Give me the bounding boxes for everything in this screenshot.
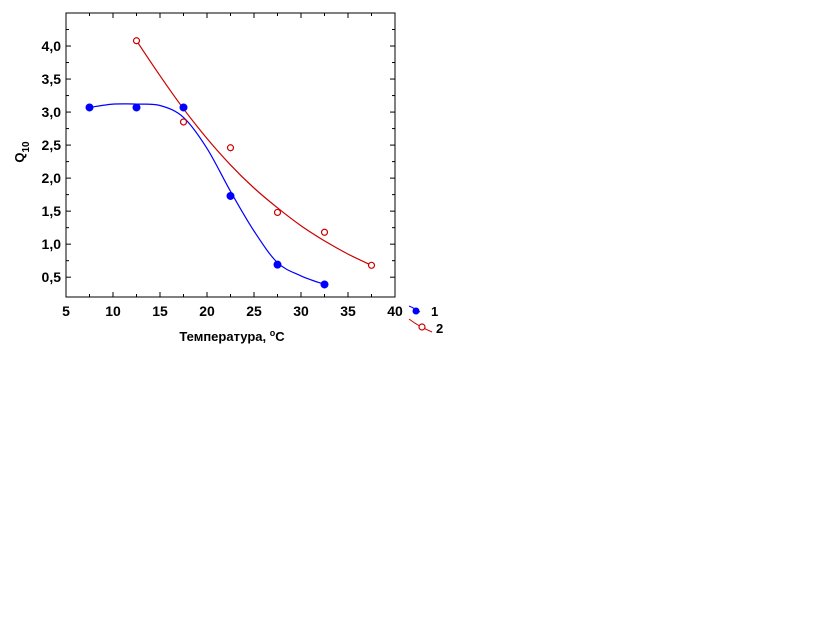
data-point-series-1: [132, 103, 141, 112]
data-points: [85, 37, 376, 289]
fit-curve-2: [135, 40, 372, 266]
x-tick-label: 10: [105, 303, 121, 319]
data-point-series-1: [85, 103, 94, 112]
data-point-series-2: [226, 144, 235, 152]
data-point-series-2: [273, 208, 282, 217]
y-tick-label: 4,0: [42, 38, 62, 54]
x-tick-label: 5: [62, 303, 70, 319]
y-tick-label: 1,0: [42, 236, 62, 252]
y-tick-label: 3,0: [42, 104, 62, 120]
y-tick-label: 3,5: [42, 71, 62, 87]
legend-label-2: 2: [436, 321, 443, 336]
x-tick-label: 35: [340, 303, 356, 319]
data-point-series-1: [179, 103, 188, 112]
x-tick-label: 30: [293, 303, 309, 319]
y-axis-title: Q10: [12, 141, 32, 163]
x-tick-label: 25: [246, 303, 262, 319]
x-tick-label: 40: [387, 303, 403, 319]
y-tick-label: 1,5: [42, 203, 62, 219]
fit-curve-1: [89, 103, 325, 286]
y-tick-label: 2,5: [42, 137, 62, 153]
y-axis-title-subscript: 10: [21, 141, 32, 153]
x-axis-title-unit: C: [275, 329, 285, 344]
fit-curves: [89, 40, 372, 286]
data-point-series-2: [132, 37, 141, 45]
data-point-series-1: [320, 280, 329, 289]
x-tick-label: 20: [199, 303, 215, 319]
x-axis-title-degree: o: [270, 328, 276, 338]
y-tick-label: 2,0: [42, 170, 62, 186]
data-point-series-1: [273, 260, 282, 269]
legend-marker-2: [418, 323, 426, 331]
y-tick-label: 0,5: [42, 269, 62, 285]
axes: [65, 12, 396, 298]
data-point-series-2: [367, 261, 376, 269]
data-point-series-2: [320, 228, 329, 236]
data-point-series-2: [179, 118, 188, 126]
legend-marker-1: [412, 307, 420, 315]
x-axis-title: Температура, oC: [179, 328, 285, 344]
tick-labels: 5 10 15 20 25 30 35 40 0,5 1,0 1,5 2,0 2,5 3,0 3,5 4,0: [42, 38, 403, 319]
x-tick-label: 15: [152, 303, 168, 319]
legend-entry-1: 1: [408, 304, 438, 319]
legend-entry-2: 2: [408, 318, 443, 336]
legend: 1 2: [408, 304, 443, 336]
data-point-series-1: [226, 191, 235, 200]
legend-label-1: 1: [431, 304, 438, 319]
